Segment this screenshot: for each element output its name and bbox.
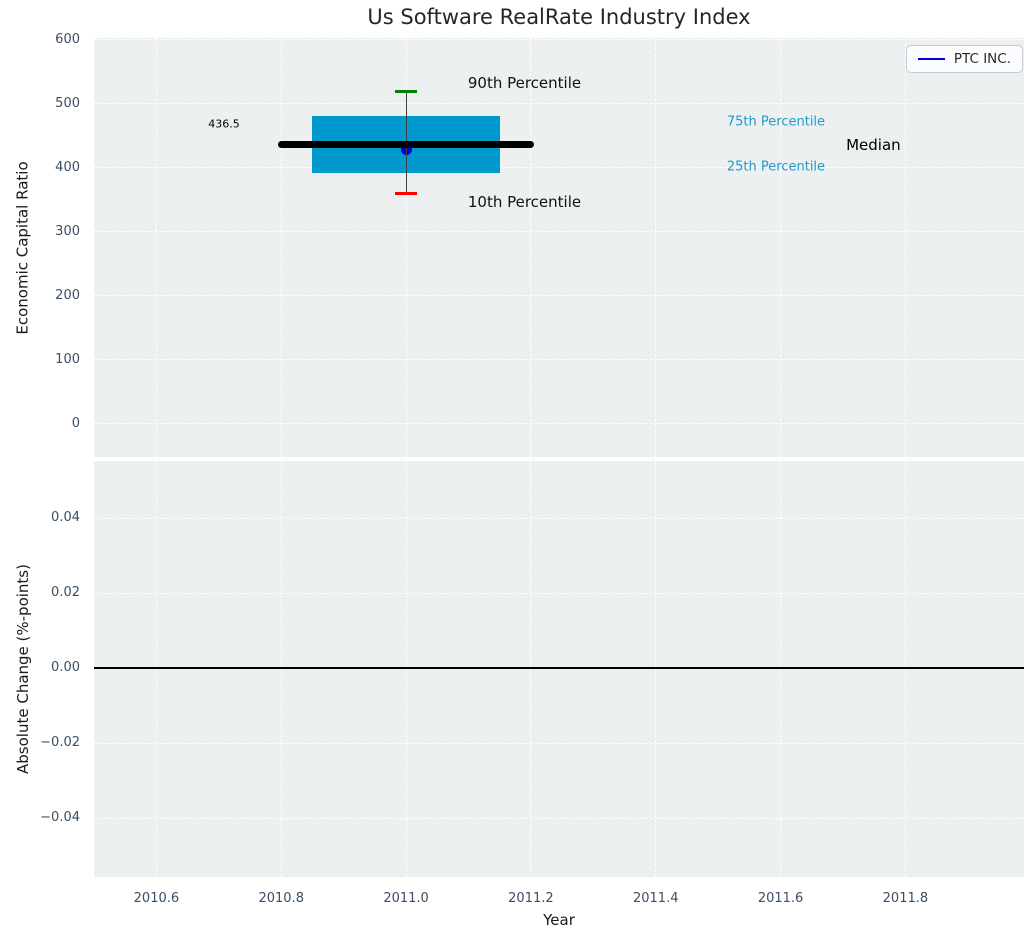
annotation-25th-percentile: 25th Percentile xyxy=(726,159,826,175)
gridline-y xyxy=(94,817,1024,819)
gridline-x xyxy=(904,38,906,457)
xtick-label: 2011.0 xyxy=(383,891,429,906)
axes-top-boxplot xyxy=(94,38,1024,457)
ytick-label: 200 xyxy=(55,287,80,303)
annotation-75th-percentile: 75th Percentile xyxy=(726,114,826,130)
gridline-x xyxy=(780,38,782,457)
gridline-x xyxy=(155,38,157,457)
gridline-y xyxy=(94,742,1024,744)
gridline-y xyxy=(94,39,1024,41)
xtick-label: 2011.2 xyxy=(508,891,554,906)
ytick-label: 300 xyxy=(55,223,80,239)
ytick-label: 0.02 xyxy=(51,585,80,601)
gridline-x xyxy=(530,38,532,457)
gridline-y xyxy=(94,103,1024,105)
gridline-x xyxy=(280,38,282,457)
xlabel: Year xyxy=(543,911,575,929)
boxplot-cap-90th xyxy=(395,90,418,93)
ytick-label: 400 xyxy=(55,159,80,175)
ytick-label: 500 xyxy=(55,95,80,111)
xtick-label: 2010.6 xyxy=(133,891,180,906)
legend: PTC INC. xyxy=(905,45,1023,73)
gridline-y xyxy=(94,295,1024,297)
ytick-label: 0 xyxy=(71,415,80,431)
chart-title: Us Software RealRate Industry Index xyxy=(367,5,751,29)
boxplot-cap-10th xyxy=(395,192,418,195)
ytick-label: 0.04 xyxy=(51,510,80,526)
gridline-y xyxy=(94,231,1024,233)
gridline-x xyxy=(405,38,407,457)
ytick-label: 600 xyxy=(55,31,80,47)
zero-line xyxy=(94,667,1024,670)
ytick-label: −0.02 xyxy=(40,735,80,751)
gridline-x xyxy=(655,38,657,457)
axes-bottom-change xyxy=(94,461,1024,877)
xtick-label: 2010.8 xyxy=(258,891,304,906)
legend-label: PTC INC. xyxy=(953,51,1011,67)
ytick-label: 100 xyxy=(55,351,80,367)
ytick-label: 0.00 xyxy=(51,660,80,676)
annotation-median: Median xyxy=(846,135,901,154)
boxplot-median-line xyxy=(278,141,535,148)
gridline-y xyxy=(94,359,1024,361)
xtick-label: 2011.6 xyxy=(757,891,804,906)
xtick-label: 2011.8 xyxy=(882,891,929,906)
gridline-y xyxy=(94,423,1024,425)
ylabel-top: Economic Capital Ratio xyxy=(14,160,33,335)
xtick-label: 2011.4 xyxy=(632,891,679,906)
annotation-10th-percentile: 10th Percentile xyxy=(467,193,582,212)
ytick-label: −0.04 xyxy=(40,810,80,826)
gridline-y xyxy=(94,167,1024,169)
gridline-y xyxy=(94,592,1024,594)
annotation-90th-percentile: 90th Percentile xyxy=(467,73,582,92)
annotation-436-5: 436.5 xyxy=(208,117,240,131)
gridline-y xyxy=(94,517,1024,519)
legend-line-sample xyxy=(917,58,945,60)
